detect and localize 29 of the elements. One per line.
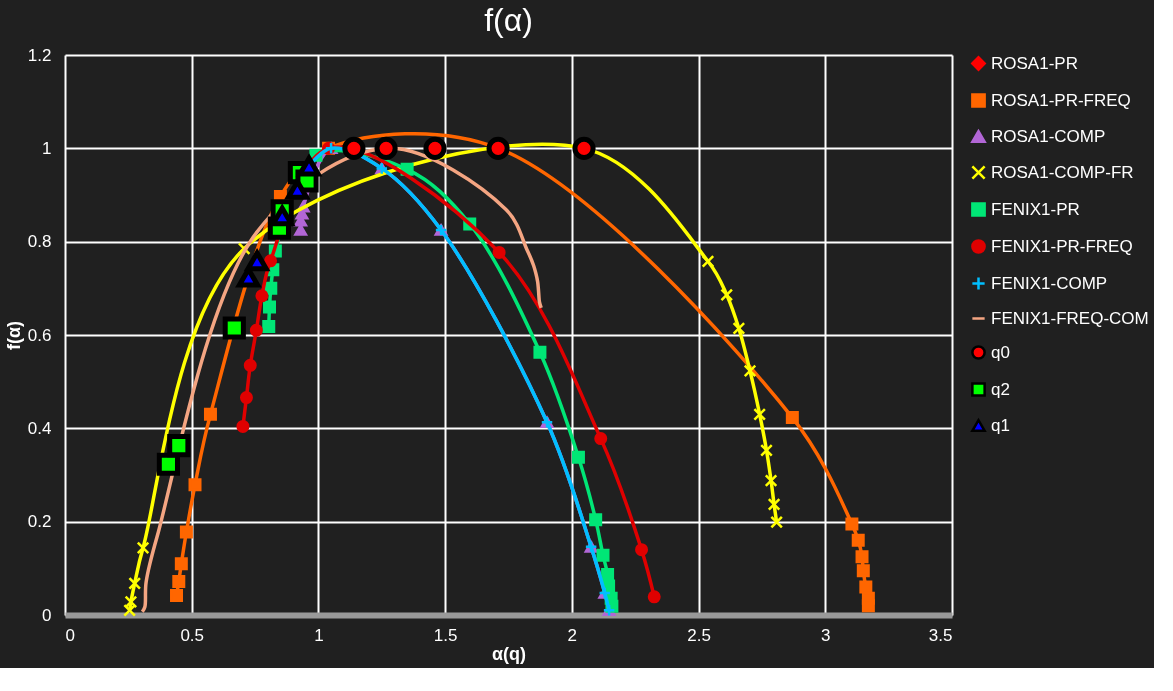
x-tick-label: 1.5 <box>433 625 458 645</box>
y-tick-label: 1.2 <box>27 45 52 65</box>
legend-label: ROSA1-COMP-FR <box>991 162 1134 182</box>
y-tick-label: 0.8 <box>27 232 52 252</box>
x-tick-label: 0.5 <box>180 625 205 645</box>
legend-label: ROSA1-COMP <box>991 126 1106 146</box>
x-tick-label: 0 <box>65 625 75 645</box>
y-axis-title: f(α) <box>3 320 24 351</box>
legend-label: q2 <box>991 379 1010 399</box>
legend-label: q0 <box>991 342 1010 362</box>
y-tick-label: 1 <box>42 138 52 158</box>
legend-label: FENIX1-PR-FREQ <box>991 236 1133 256</box>
legend-label: ROSA1-PR-FREQ <box>991 90 1131 110</box>
y-tick-label: 0 <box>42 605 52 625</box>
y-tick-label: 0.6 <box>27 325 52 345</box>
x-tick-label: 1 <box>314 625 324 645</box>
x-tick-label: 3 <box>821 625 831 645</box>
legend-label: FENIX1-FREQ-COM <box>991 308 1149 328</box>
legend-label: q1 <box>991 415 1010 435</box>
y-tick-label: 0.2 <box>27 512 52 532</box>
x-tick-label: 2 <box>567 625 578 645</box>
y-tick-label: 0.4 <box>27 418 52 438</box>
x-tick-label: 3.5 <box>928 625 953 645</box>
chart-title: f(α) <box>484 2 533 38</box>
legend-label: FENIX1-COMP <box>991 273 1108 293</box>
legend-label: ROSA1-PR <box>991 53 1078 73</box>
x-tick-label: 2.5 <box>687 625 711 645</box>
legend-label: FENIX1-PR <box>991 199 1080 219</box>
x-axis-title: α(q) <box>491 643 527 664</box>
